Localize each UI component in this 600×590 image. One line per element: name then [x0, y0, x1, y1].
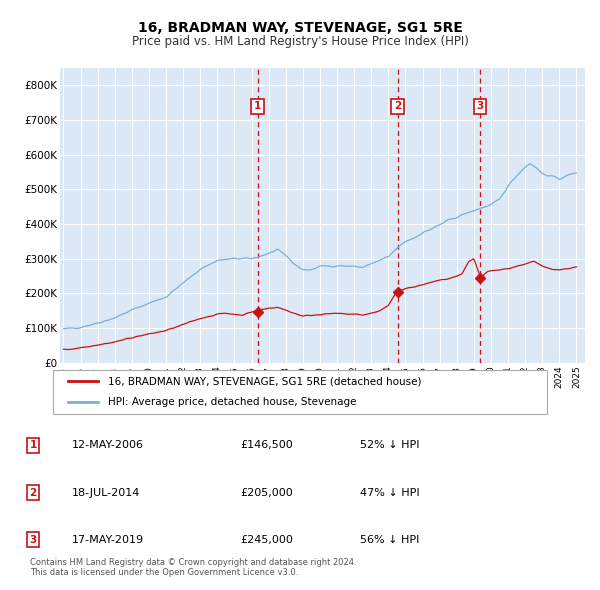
Text: 1: 1 [29, 441, 37, 450]
FancyBboxPatch shape [53, 370, 547, 414]
Text: 18-JUL-2014: 18-JUL-2014 [72, 488, 140, 497]
Text: £245,000: £245,000 [240, 535, 293, 545]
Text: 3: 3 [476, 101, 484, 111]
Text: £205,000: £205,000 [240, 488, 293, 497]
Text: 2: 2 [29, 488, 37, 497]
Text: Contains HM Land Registry data © Crown copyright and database right 2024.
This d: Contains HM Land Registry data © Crown c… [30, 558, 356, 577]
Text: 2: 2 [394, 101, 401, 111]
Text: Price paid vs. HM Land Registry's House Price Index (HPI): Price paid vs. HM Land Registry's House … [131, 35, 469, 48]
Text: 56% ↓ HPI: 56% ↓ HPI [360, 535, 419, 545]
Text: 1: 1 [254, 101, 262, 111]
Text: 17-MAY-2019: 17-MAY-2019 [72, 535, 144, 545]
Text: 12-MAY-2006: 12-MAY-2006 [72, 441, 144, 450]
Text: 16, BRADMAN WAY, STEVENAGE, SG1 5RE (detached house): 16, BRADMAN WAY, STEVENAGE, SG1 5RE (det… [109, 376, 422, 386]
Text: 52% ↓ HPI: 52% ↓ HPI [360, 441, 419, 450]
Text: 3: 3 [29, 535, 37, 545]
Text: 16, BRADMAN WAY, STEVENAGE, SG1 5RE: 16, BRADMAN WAY, STEVENAGE, SG1 5RE [137, 21, 463, 35]
Text: 47% ↓ HPI: 47% ↓ HPI [360, 488, 419, 497]
Text: HPI: Average price, detached house, Stevenage: HPI: Average price, detached house, Stev… [109, 398, 357, 408]
Text: £146,500: £146,500 [240, 441, 293, 450]
